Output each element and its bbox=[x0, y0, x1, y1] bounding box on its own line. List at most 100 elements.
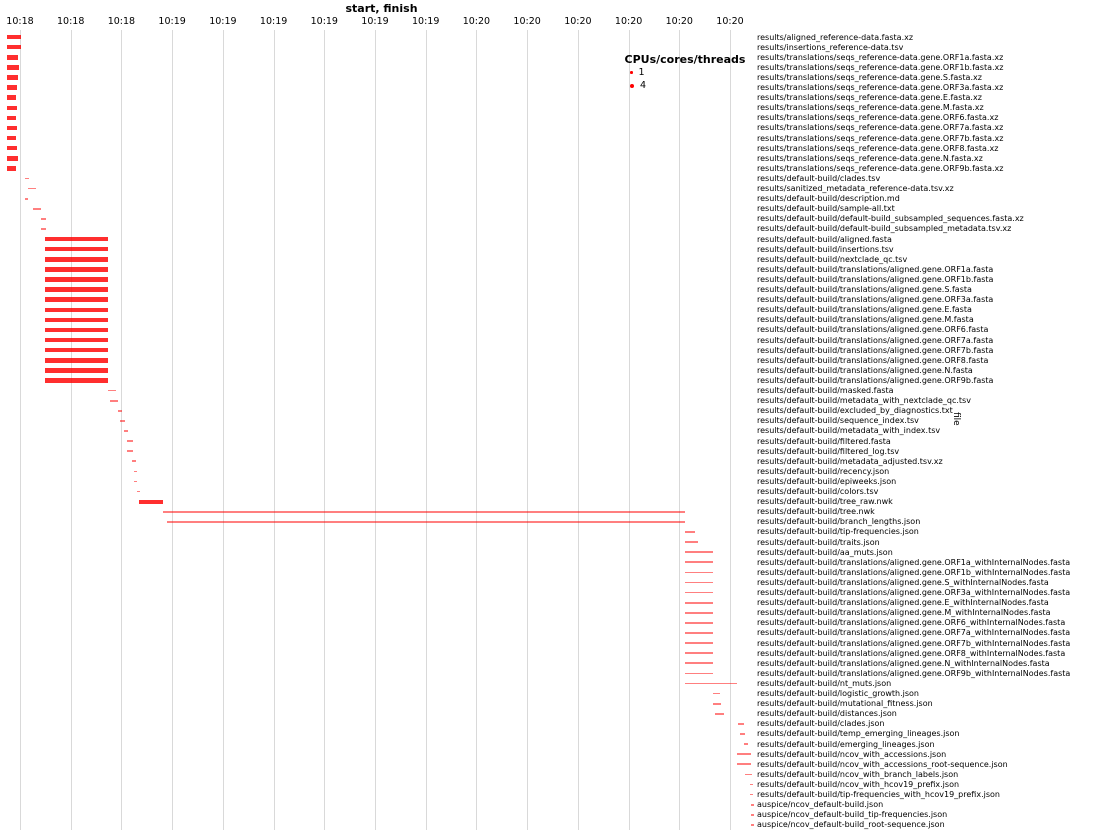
row-label: results/default-build/colors.tsv bbox=[757, 487, 879, 496]
row-label: results/translations/seqs_reference-data… bbox=[757, 83, 1004, 92]
row-label: results/default-build/sample-all.txt bbox=[757, 204, 895, 214]
gantt-bar bbox=[737, 753, 752, 756]
gantt-bar bbox=[6, 34, 21, 40]
gantt-bar bbox=[750, 783, 754, 786]
x-tick-label: 10:20 bbox=[564, 16, 592, 27]
row-label: results/default-build/tip-frequencies.js… bbox=[757, 527, 919, 537]
row-label: results/default-build/translations/align… bbox=[757, 598, 1049, 608]
row-label: auspice/ncov_default-build_tip-frequenci… bbox=[757, 810, 948, 820]
gantt-bar bbox=[6, 105, 18, 110]
gantt-bar bbox=[131, 460, 136, 463]
x-tick-label: 10:18 bbox=[6, 16, 34, 27]
row-label: results/default-build/translations/align… bbox=[757, 557, 1071, 567]
row-label: results/default-build/translations/align… bbox=[757, 577, 1049, 587]
row-label: results/translations/seqs_reference-data… bbox=[757, 153, 983, 163]
gantt-bar bbox=[28, 187, 37, 190]
row-label: results/default-build/translations/align… bbox=[757, 345, 994, 355]
gantt-bar bbox=[685, 682, 738, 685]
row-label: results/default-build/translations/align… bbox=[757, 648, 1066, 658]
row-label: results/default-build/clades.tsv bbox=[757, 173, 881, 183]
row-label: results/default-build/masked.fasta bbox=[757, 386, 894, 395]
gantt-bar bbox=[45, 277, 109, 282]
row-label: results/default-build/metadata_adjusted.… bbox=[757, 456, 943, 466]
row-label: results/translations/seqs_reference-data… bbox=[757, 103, 984, 113]
legend-dot-icon bbox=[630, 71, 633, 74]
row-label: results/default-build/description.md bbox=[757, 194, 900, 204]
gantt-bar bbox=[6, 166, 17, 171]
row-label: results/default-build/tip-frequencies_wi… bbox=[757, 790, 1000, 799]
row-label: results/sanitized_metadata_reference-dat… bbox=[757, 184, 954, 193]
gantt-bar bbox=[120, 420, 126, 422]
gridline bbox=[172, 30, 174, 830]
row-label: results/translations/seqs_reference-data… bbox=[757, 123, 1004, 133]
gantt-bar bbox=[685, 561, 713, 564]
gantt-bar bbox=[685, 591, 713, 594]
x-tick-label: 10:20 bbox=[462, 16, 491, 27]
gantt-bar bbox=[110, 399, 119, 402]
row-label: results/default-build/translations/align… bbox=[757, 365, 973, 375]
row-label: results/default-build/insertions.tsv bbox=[757, 244, 894, 254]
row-label: results/default-build/translations/align… bbox=[757, 335, 994, 345]
gantt-bar bbox=[685, 622, 713, 624]
row-label: results/default-build/translations/align… bbox=[757, 608, 1051, 618]
x-tick-label: 10:18 bbox=[56, 16, 85, 27]
gantt-bar bbox=[45, 347, 109, 353]
gantt-bar bbox=[685, 551, 713, 554]
row-label: results/translations/seqs_reference-data… bbox=[757, 133, 1004, 143]
row-label: results/default-build/translations/align… bbox=[757, 285, 972, 294]
row-label: auspice/ncov_default-build.json bbox=[757, 800, 884, 810]
row-label: results/default-build/distances.json bbox=[757, 709, 897, 719]
row-label: results/default-build/translations/align… bbox=[757, 668, 1071, 678]
row-label: results/insertions_reference-data.tsv bbox=[757, 42, 904, 52]
row-label: results/default-build/filtered_log.tsv bbox=[757, 446, 900, 456]
row-label: results/default-build/temp_emerging_line… bbox=[757, 729, 960, 739]
gantt-bar bbox=[136, 490, 140, 493]
row-label: results/default-build/epiweeks.json bbox=[757, 476, 897, 486]
row-label: results/default-build/translations/align… bbox=[757, 567, 1071, 577]
gridline bbox=[577, 30, 579, 830]
gantt-bar bbox=[685, 581, 713, 584]
row-label: results/default-build/translations/align… bbox=[757, 618, 1066, 628]
row-label: results/default-build/default-build_subs… bbox=[757, 224, 1012, 234]
x-tick-label: 10:19 bbox=[259, 16, 288, 27]
gantt-bar bbox=[685, 611, 713, 614]
gantt-bar bbox=[751, 803, 754, 806]
gantt-bar bbox=[6, 125, 18, 131]
gantt-bar bbox=[25, 177, 30, 180]
chart-title: start, finish bbox=[345, 2, 418, 15]
gridline bbox=[476, 30, 478, 830]
gantt-bar bbox=[126, 450, 133, 453]
gantt-bar bbox=[6, 85, 17, 90]
gantt-bar bbox=[740, 733, 746, 735]
gantt-bar bbox=[45, 358, 109, 363]
legend-title: CPUs/cores/threads bbox=[624, 53, 746, 66]
gantt-bar bbox=[750, 793, 753, 796]
row-label: results/default-build/filtered.fasta bbox=[757, 436, 891, 446]
gantt-bar bbox=[737, 763, 752, 766]
x-tick-label: 10:20 bbox=[716, 16, 744, 27]
gantt-bar bbox=[6, 65, 19, 70]
row-label: results/default-build/excluded_by_diagno… bbox=[757, 406, 953, 416]
gantt-bar bbox=[33, 207, 42, 210]
row-label: results/default-build/translations/align… bbox=[757, 274, 994, 284]
gantt-bar bbox=[685, 632, 713, 634]
gantt-bar bbox=[6, 135, 17, 141]
row-label: results/default-build/translations/align… bbox=[757, 355, 989, 365]
gantt-bar bbox=[41, 218, 47, 220]
legend-item: 4 bbox=[630, 79, 752, 92]
row-label: results/translations/seqs_reference-data… bbox=[757, 62, 1004, 72]
row-label: results/default-build/ncov_with_accessio… bbox=[757, 749, 947, 759]
gridline bbox=[20, 30, 21, 830]
gantt-bar bbox=[45, 327, 109, 333]
row-label: results/default-build/translations/align… bbox=[757, 588, 1071, 597]
gridline bbox=[425, 30, 427, 830]
gantt-bar bbox=[685, 662, 713, 665]
gridline bbox=[273, 30, 275, 830]
row-label: results/default-build/ncov_with_branch_l… bbox=[757, 769, 959, 779]
gantt-bar bbox=[6, 44, 21, 50]
row-label: results/default-build/tree.nwk bbox=[757, 507, 875, 517]
gantt-bar bbox=[41, 228, 47, 230]
gantt-bar bbox=[751, 824, 754, 826]
x-tick-label: 10:19 bbox=[209, 16, 237, 27]
